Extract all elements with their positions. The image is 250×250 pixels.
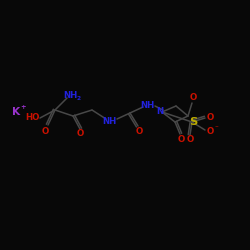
- Text: NH: NH: [102, 116, 116, 126]
- Text: O: O: [190, 94, 196, 102]
- Text: N: N: [156, 108, 164, 116]
- Text: O: O: [42, 126, 48, 136]
- Text: +: +: [20, 104, 26, 110]
- Text: K: K: [12, 107, 20, 117]
- Text: O: O: [206, 128, 214, 136]
- Text: O: O: [178, 134, 184, 143]
- Text: NH: NH: [140, 100, 154, 110]
- Text: O: O: [206, 112, 214, 122]
- Text: NH: NH: [63, 92, 77, 100]
- Text: HO: HO: [26, 114, 40, 122]
- Text: O: O: [76, 130, 84, 138]
- Text: O: O: [136, 126, 142, 136]
- Text: 2: 2: [77, 96, 81, 102]
- Text: S: S: [189, 117, 197, 127]
- Text: O: O: [186, 136, 194, 144]
- Text: ⁻: ⁻: [214, 125, 218, 131]
